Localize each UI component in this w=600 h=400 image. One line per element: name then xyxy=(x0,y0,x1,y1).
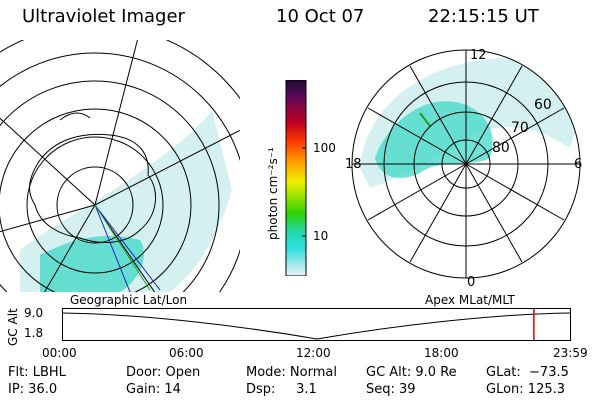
mlt-label-0: 0 xyxy=(467,275,476,290)
altitude-curve xyxy=(62,312,572,340)
blue-track-line xyxy=(94,204,161,291)
mode-value: Mode: Normal xyxy=(246,365,337,380)
mlat-label-80: 80 xyxy=(492,140,510,156)
magnetic-polar-plot xyxy=(351,49,581,279)
altitude-timeline xyxy=(62,308,572,341)
colorbar-tick-100: 100 xyxy=(313,141,336,155)
latitude-circles xyxy=(0,40,240,292)
aurora-bright-region xyxy=(40,235,144,292)
coastline-fragment xyxy=(59,112,91,121)
mlt-lines xyxy=(352,50,580,278)
timeline-xtick-1200: 12:00 xyxy=(296,346,331,360)
timeline-ytick-min: 1.8 xyxy=(24,326,44,340)
image-time: 22:15:15 UT xyxy=(428,6,539,27)
antarctica-coastline xyxy=(29,133,157,243)
mlt-label-12: 12 xyxy=(470,48,487,63)
timeline-xtick-2359: 23:59 xyxy=(553,346,588,360)
sequence-value: Seq: 39 xyxy=(366,382,416,397)
colorbar-tick-10: 10 xyxy=(313,229,329,243)
mlt-label-18: 18 xyxy=(345,157,362,172)
glat-value: GLat: −73.5 xyxy=(486,365,569,380)
glon-value: GLon: 125.3 xyxy=(486,382,566,397)
timeline-ytick-max: 9.0 xyxy=(24,306,44,320)
dsp-value: Dsp: 3.1 xyxy=(246,382,317,397)
mlat-label-60: 60 xyxy=(534,97,552,113)
geographic-map xyxy=(0,40,240,292)
left-panel-caption: Geographic Lat/Lon xyxy=(70,293,188,307)
ip-value: IP: 36.0 xyxy=(8,382,58,397)
green-track-line xyxy=(94,204,151,291)
longitude-lines xyxy=(0,40,240,292)
green-track-line xyxy=(419,112,431,127)
color-scale-bar xyxy=(285,80,307,276)
right-panel-caption: Apex MLat/MLT xyxy=(425,293,515,307)
blue-track-line xyxy=(94,204,131,292)
door-status: Door: Open xyxy=(126,365,201,380)
filter-value: Flt: LBHL xyxy=(8,365,66,380)
timeline-ylabel: GC Alt xyxy=(6,308,20,346)
timeline-xtick-1800: 18:00 xyxy=(424,346,459,360)
mlat-label-70: 70 xyxy=(511,120,529,136)
app-title: Ultraviolet Imager xyxy=(22,6,185,27)
timeline-xtick-0600: 06:00 xyxy=(169,346,204,360)
gain-value: Gain: 14 xyxy=(126,382,181,397)
mlt-label-6: 6 xyxy=(574,157,583,172)
colorbar-unit-label: photon cm⁻²s⁻¹ xyxy=(266,147,280,240)
gc-alt-value: GC Alt: 9.0 Re xyxy=(366,365,457,380)
image-date: 10 Oct 07 xyxy=(276,6,365,27)
timeline-xtick-0000: 00:00 xyxy=(42,346,77,360)
